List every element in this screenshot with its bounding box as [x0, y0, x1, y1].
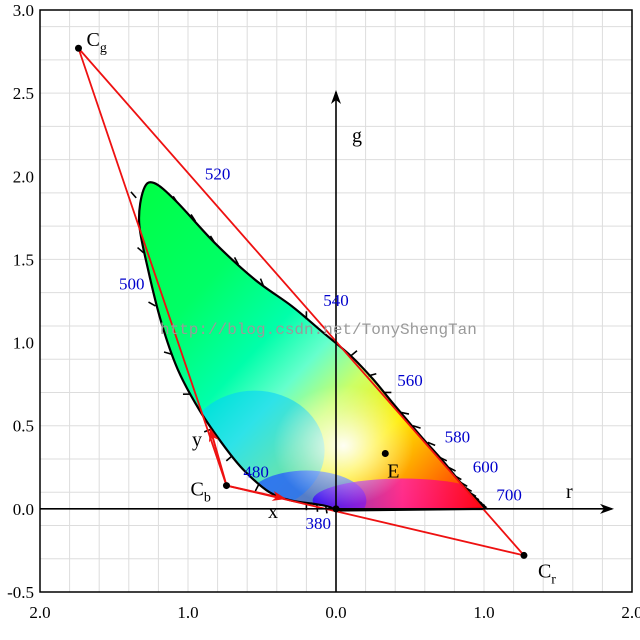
primaries-triangle — [77, 47, 527, 557]
x-direction-arrow — [226, 484, 287, 501]
equal-energy-label: E — [387, 460, 399, 482]
x-tick-label: 2.0 — [621, 603, 640, 622]
tick-labels: 2.0 1.0 0.0 1.0 2.0-0.50.00.51.01.52.02.53.0 — [7, 1, 640, 622]
y-tick-label: 1.5 — [13, 250, 34, 269]
locus-tick — [137, 246, 145, 254]
locus-tick — [412, 424, 421, 429]
primary-label-subscript: g — [100, 41, 107, 56]
primary-label-cb: Cb — [190, 479, 210, 506]
y-tick-label: 2.0 — [13, 167, 34, 186]
primary-label-cg: Cg — [86, 29, 106, 56]
wavelength-label: 540 — [323, 291, 349, 310]
locus-tick — [172, 195, 179, 204]
locus-tick — [368, 372, 377, 377]
g-axis-label: g — [352, 125, 362, 147]
locus-tick — [209, 235, 216, 244]
equal-energy-point — [381, 449, 389, 457]
locus-tick — [400, 411, 410, 415]
locus-tick — [259, 278, 265, 287]
locus-tick — [225, 455, 233, 462]
triangle-outline — [77, 47, 527, 557]
x-tick-label: 1.0 — [177, 603, 198, 622]
locus-tick — [464, 486, 473, 493]
primary-label-subscript: r — [551, 572, 556, 587]
locus-tick — [163, 351, 172, 355]
locus-tick — [439, 456, 448, 462]
locus-tick — [190, 214, 197, 222]
wavelength-label: 600 — [473, 457, 499, 476]
primary-label-subscript: b — [204, 491, 211, 506]
watermark-text: http://blog.csdn.net/TonyShengTan — [160, 321, 477, 339]
wavelength-label: 560 — [397, 371, 423, 390]
locus-tick — [471, 494, 480, 501]
locus-tick — [427, 441, 436, 447]
y-direction-arrow — [208, 427, 228, 486]
x-tick-label: 1.0 — [473, 603, 494, 622]
y-tick-label: 3.0 — [13, 1, 34, 20]
y-tick-label: 1.0 — [13, 334, 34, 353]
locus-tick — [350, 350, 358, 357]
y-tick-label: 0.0 — [13, 500, 34, 519]
locus-tick — [448, 466, 456, 472]
wavelength-label: 580 — [445, 427, 471, 446]
primary-point-cb — [222, 482, 230, 490]
r-axis-label: r — [566, 481, 573, 503]
primary-point-cr — [520, 551, 528, 559]
x-tick-label: 0.0 — [325, 603, 346, 622]
locus-tick — [148, 301, 156, 307]
primary-point-cg — [74, 44, 82, 52]
locus-tick — [254, 483, 260, 492]
white-region — [273, 385, 414, 506]
wavelength-label: 480 — [243, 462, 269, 481]
y-tick-label: -0.5 — [7, 583, 34, 602]
primary-label-cr: Cr — [538, 560, 556, 587]
origin-point — [332, 505, 340, 513]
locus-tick — [233, 256, 240, 265]
y-tick-label: 0.5 — [13, 417, 34, 436]
wavelength-label: 520 — [205, 165, 231, 184]
x-direction-label: x — [268, 501, 278, 523]
wavelength-label: 380 — [305, 514, 331, 533]
locus-tick — [315, 503, 319, 512]
locus-tick-marks — [130, 191, 489, 514]
wavelength-label: 700 — [496, 486, 522, 505]
wavelength-label: 500 — [119, 274, 145, 293]
locus-tick — [468, 491, 477, 498]
locus-tick — [130, 191, 137, 199]
y-direction-label: y — [192, 429, 202, 451]
x-tick-label: 2.0 — [29, 603, 50, 622]
y-tick-label: 2.5 — [13, 84, 34, 103]
